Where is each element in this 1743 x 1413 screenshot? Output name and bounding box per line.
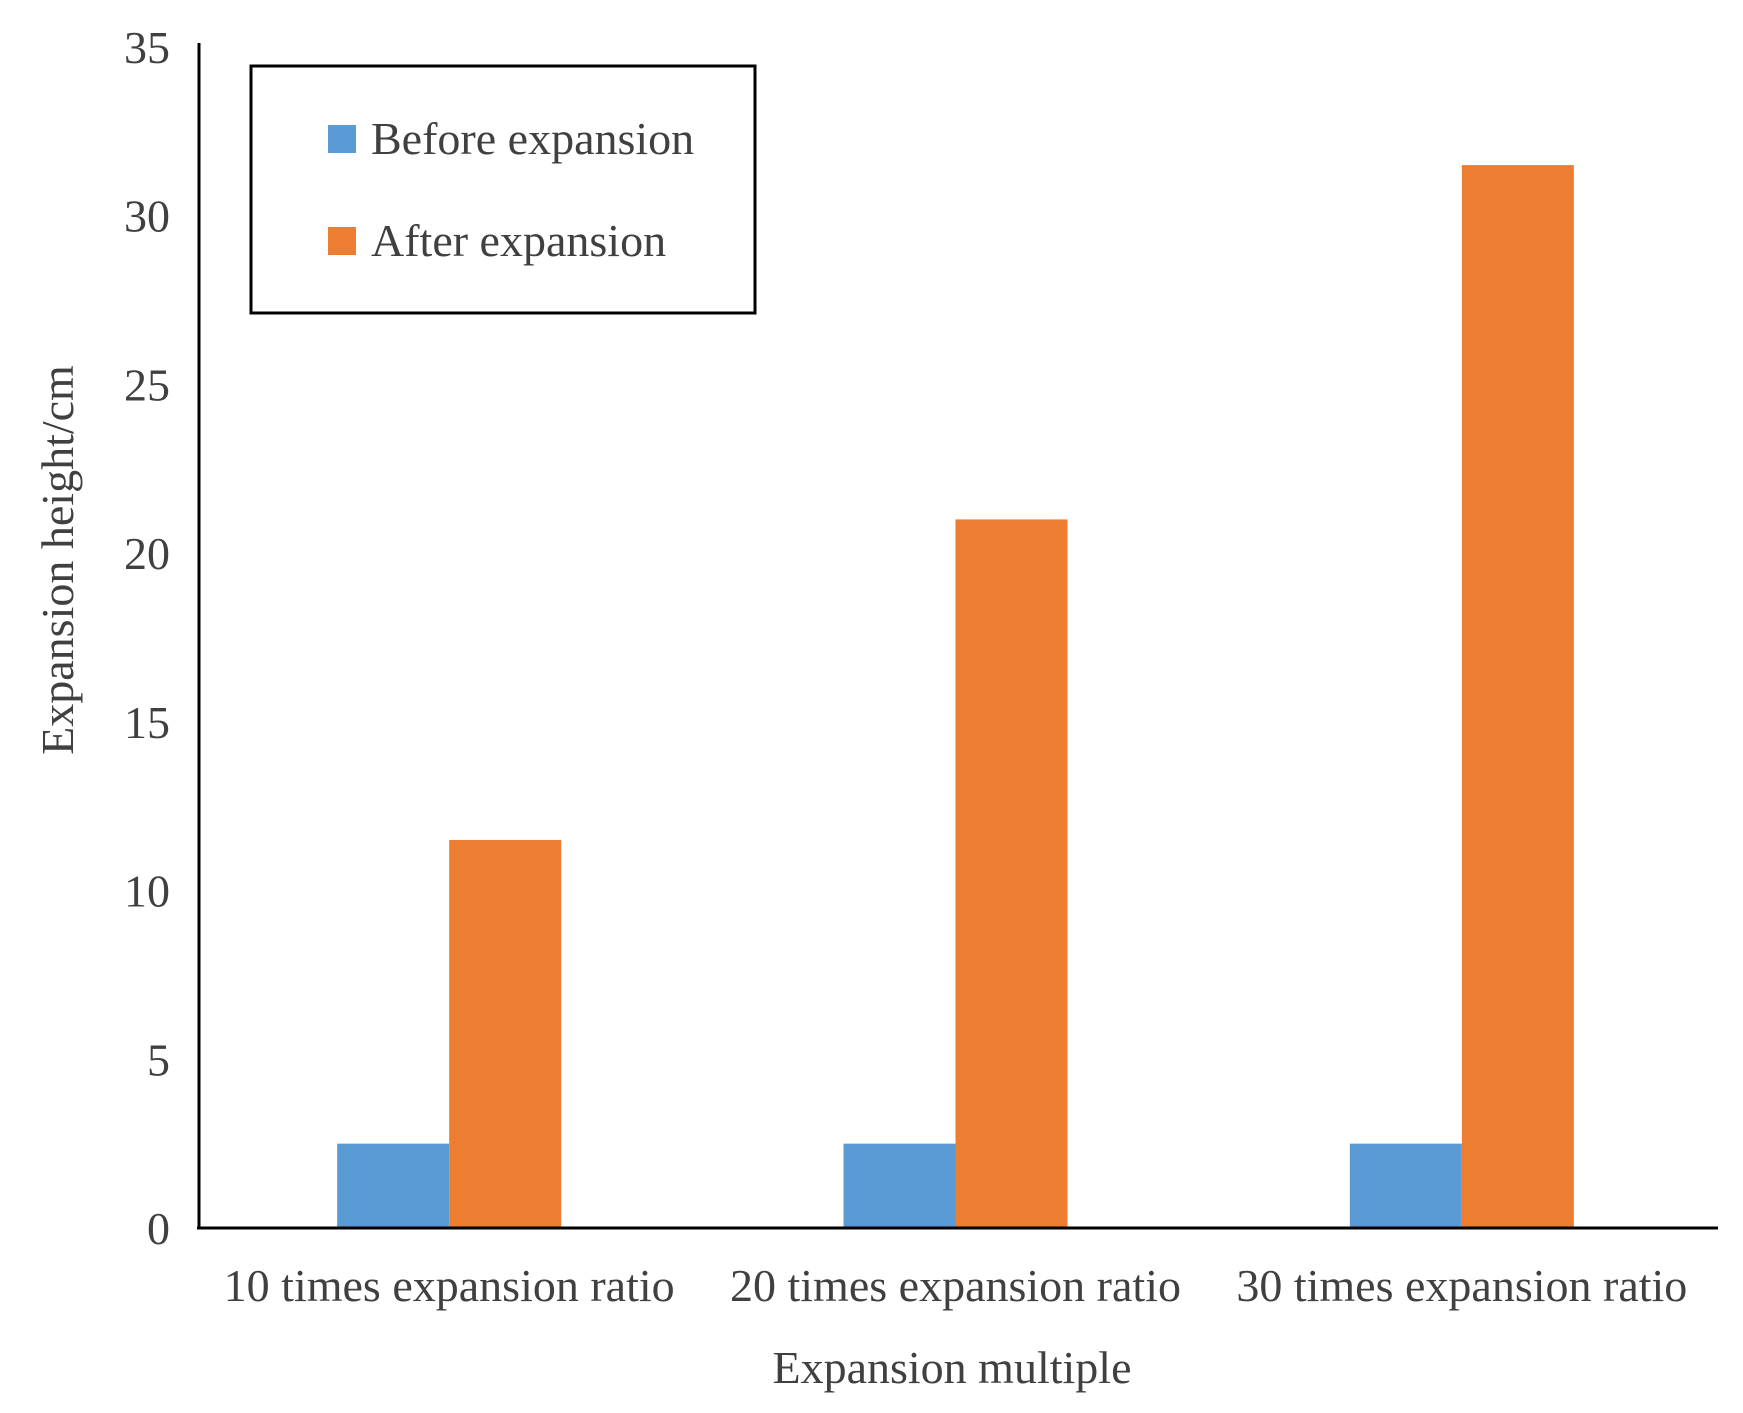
legend-swatch-before: [328, 125, 356, 153]
y-tick-label: 10: [124, 866, 170, 917]
legend-swatch-after: [328, 227, 356, 255]
x-axis-tick-labels: 10 times expansion ratio 20 times expansi…: [224, 1260, 1688, 1311]
x-axis-title: Expansion multiple: [772, 1342, 1131, 1393]
y-tick-label: 35: [124, 22, 170, 73]
y-axis-title: Expansion height/cm: [32, 365, 83, 755]
bar-after-1: [449, 839, 562, 1228]
y-tick-label: 20: [124, 528, 170, 579]
y-axis-ticks: 0 5 10 15 20 25 30 35: [124, 22, 170, 1254]
bars: [337, 165, 1574, 1229]
legend-box: [249, 64, 757, 315]
legend: Before expansion After expansion: [249, 64, 757, 315]
bar-after-3: [1461, 165, 1574, 1229]
legend-label-before: Before expansion: [371, 113, 694, 164]
bar-before-2: [843, 1143, 956, 1228]
y-tick-label: 5: [147, 1034, 170, 1085]
x-tick-label: 10 times expansion ratio: [224, 1260, 675, 1311]
y-tick-label: 25: [124, 359, 170, 410]
bar-before-3: [1349, 1143, 1462, 1228]
legend-label-after: After expansion: [371, 215, 666, 266]
y-tick-label: 15: [124, 697, 170, 748]
x-tick-label: 20 times expansion ratio: [730, 1260, 1181, 1311]
y-tick-label: 30: [124, 191, 170, 242]
bar-before-1: [337, 1143, 450, 1228]
y-tick-label: 0: [147, 1203, 170, 1254]
x-tick-label: 30 times expansion ratio: [1236, 1260, 1687, 1311]
bar-after-2: [955, 519, 1068, 1228]
